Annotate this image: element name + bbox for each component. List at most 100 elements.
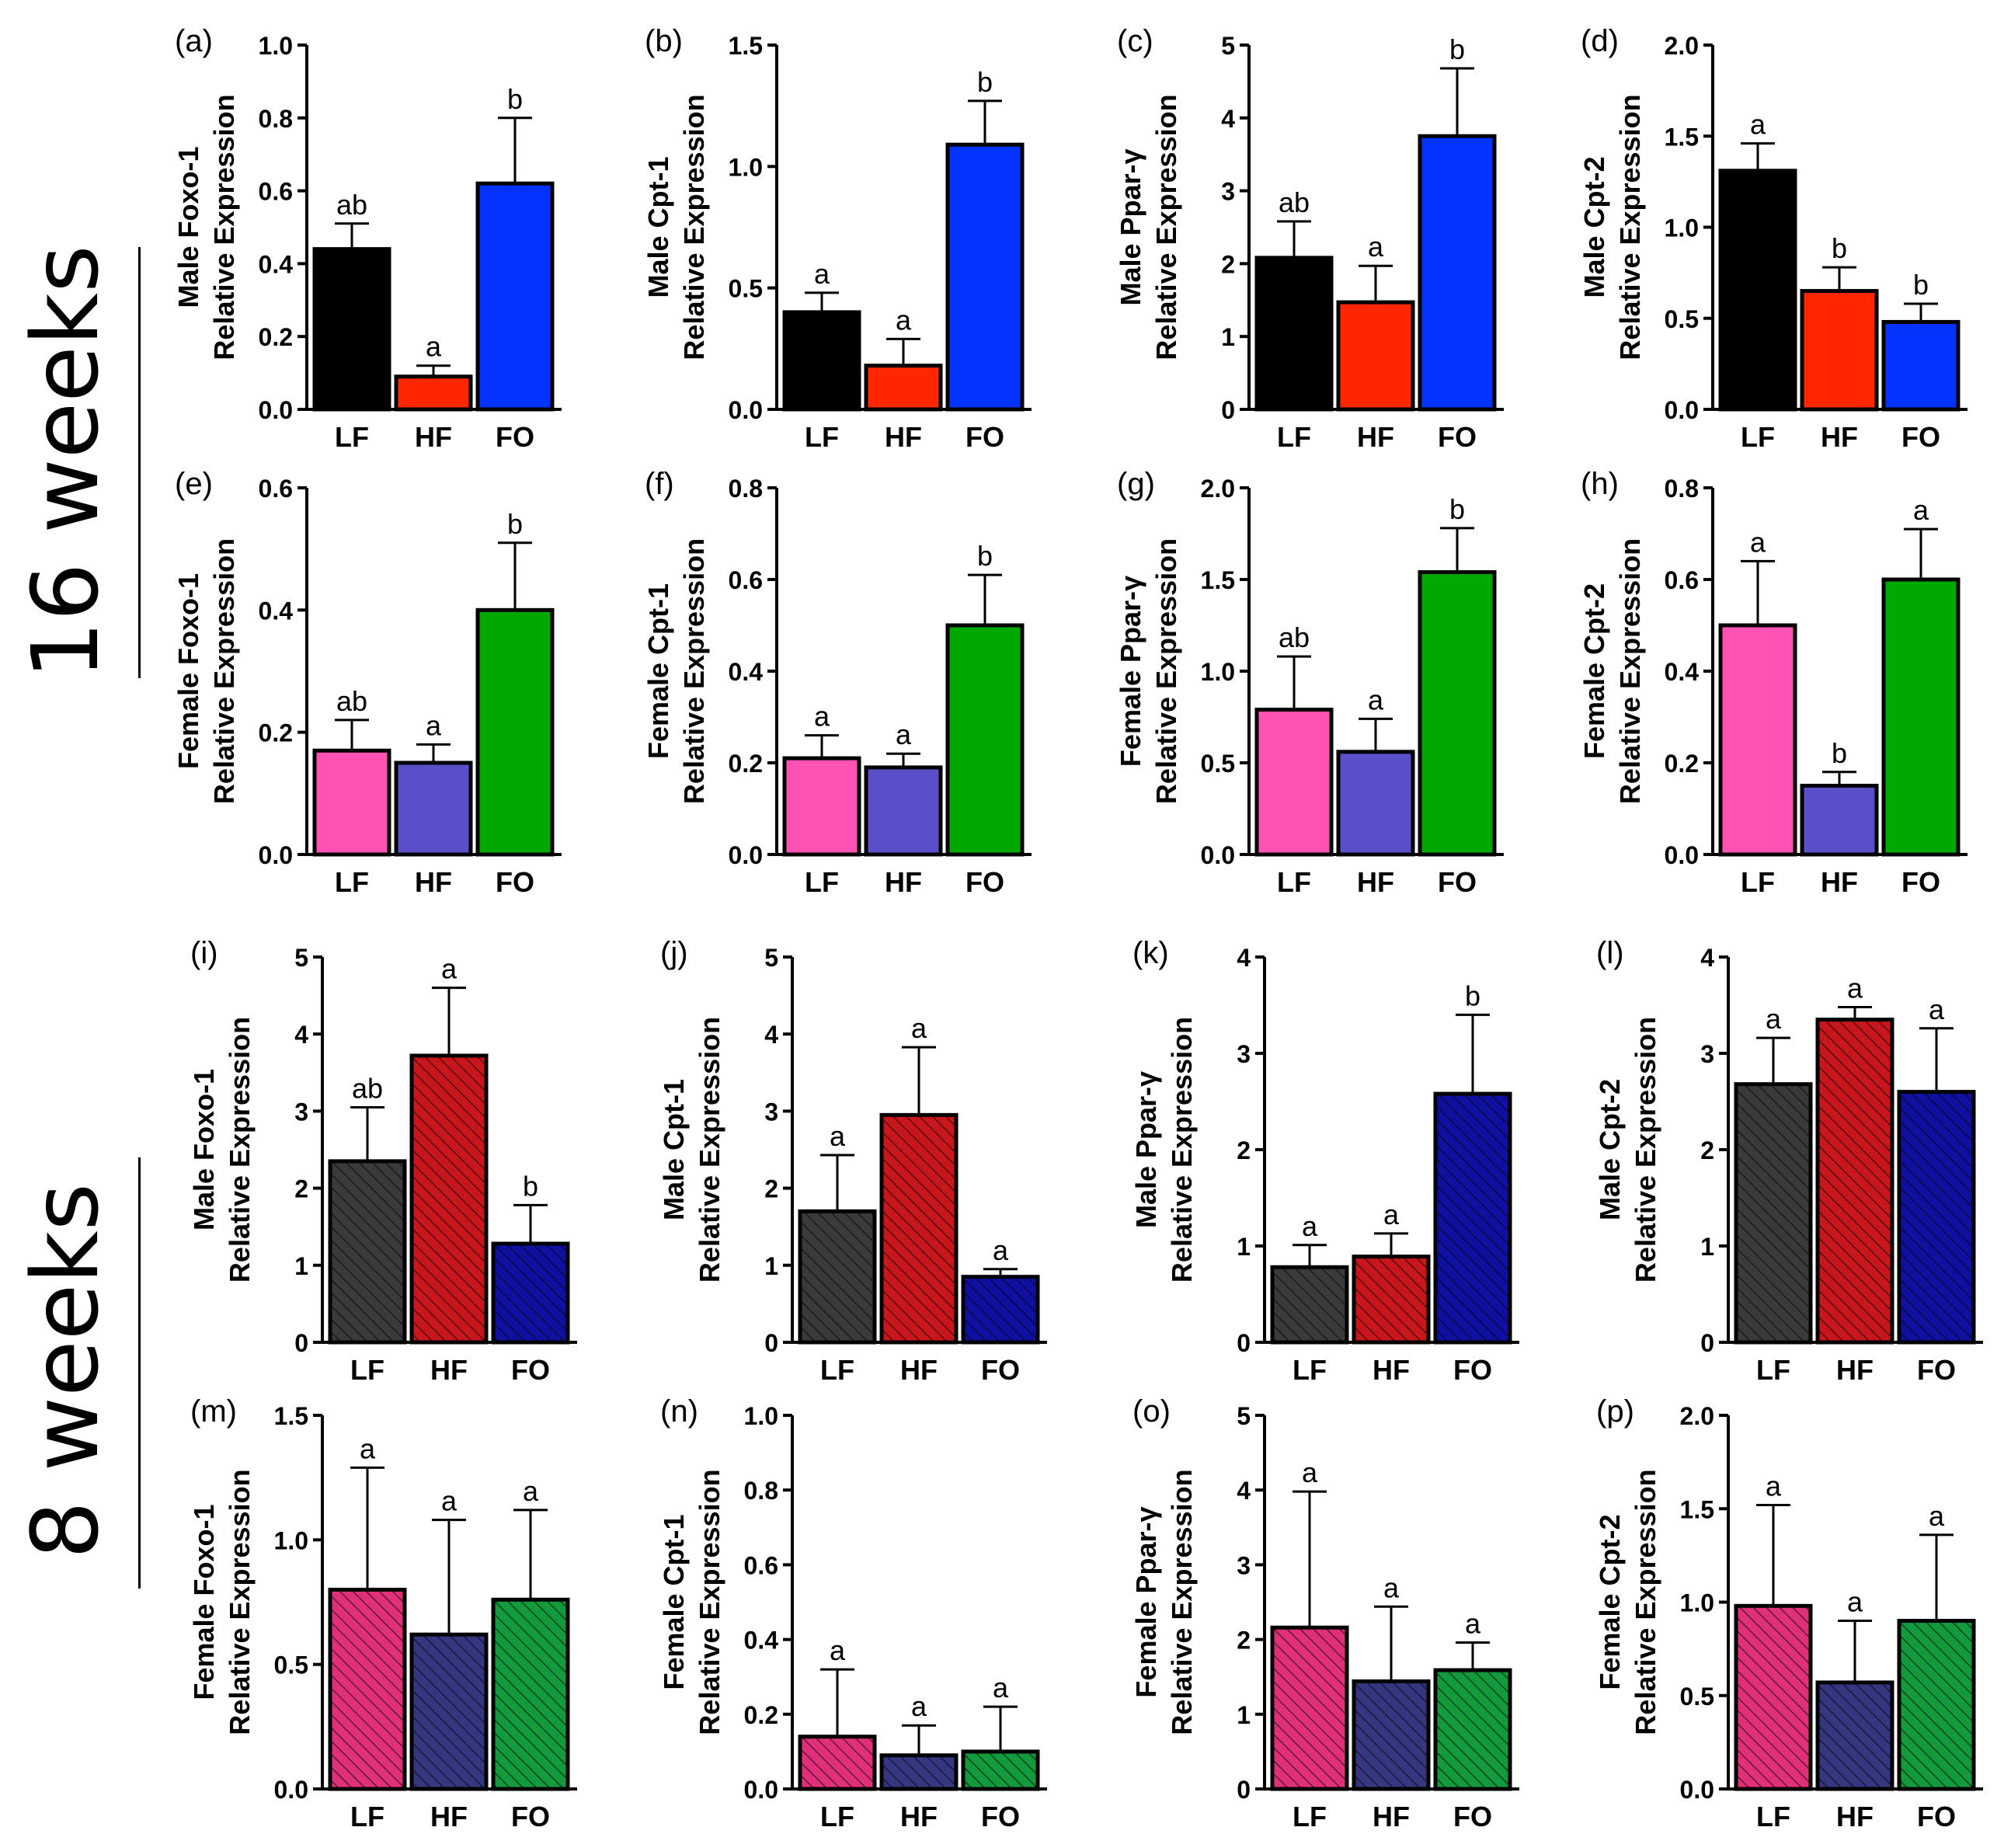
y-tick-label: 0.4 bbox=[259, 597, 294, 625]
panel-i: (i) Male Foxo-1 Relative Expression 0 1 2 3 4 5 a… bbox=[188, 936, 577, 1386]
bar-hf bbox=[864, 364, 943, 412]
y-tick-label: 0.2 bbox=[729, 750, 763, 778]
y-tick-label: 0.8 bbox=[1665, 475, 1699, 503]
significance-letter: ab bbox=[352, 1072, 383, 1104]
x-tick-label: FO bbox=[511, 1354, 550, 1386]
y-tick-label: 1.5 bbox=[1201, 566, 1235, 594]
y-tick-label: 0.4 bbox=[729, 658, 764, 686]
y-axis-label: Male Foxo-1 Relative Expression bbox=[172, 94, 240, 360]
x-tick-label: FO bbox=[1901, 866, 1940, 898]
x-tick-label: HF bbox=[1373, 1801, 1410, 1832]
bar-hf bbox=[864, 765, 943, 857]
significance-letter: ab bbox=[1279, 186, 1310, 218]
y-tick-label: 4 bbox=[1221, 105, 1235, 133]
significance-letter: a bbox=[993, 1234, 1009, 1266]
bar-fo bbox=[1418, 134, 1497, 412]
y-tick-label: 0.0 bbox=[744, 1776, 778, 1804]
y-tick-label: 1.5 bbox=[1665, 123, 1699, 151]
x-tick-label: LF bbox=[1756, 1354, 1790, 1386]
y-tick-label: 2 bbox=[1221, 250, 1235, 278]
bar-fo bbox=[945, 623, 1025, 857]
x-tick-label: HF bbox=[1821, 866, 1858, 898]
significance-letter: a bbox=[1913, 494, 1929, 526]
bar-lf bbox=[1270, 1625, 1349, 1791]
bar-hf bbox=[394, 374, 473, 412]
x-tick-label: HF bbox=[885, 421, 922, 453]
panel-a: (a) Male Foxo-1 Relative Expression 0.0 0.2 0… bbox=[172, 24, 562, 453]
y-tick-label: 1.0 bbox=[274, 1526, 308, 1554]
y-tick-label: 0.0 bbox=[1680, 1776, 1714, 1804]
y-tick-label: 0.0 bbox=[274, 1776, 308, 1804]
significance-letter: a bbox=[911, 1690, 927, 1722]
bar-hf bbox=[1336, 300, 1415, 412]
x-tick-label: LF bbox=[805, 421, 839, 453]
panel-letter: (f) bbox=[645, 467, 674, 501]
y-axis-label-line1: Female Ppar-γ bbox=[1115, 576, 1146, 767]
x-tick-label: FO bbox=[981, 1354, 1020, 1386]
y-tick-label: 0 bbox=[1700, 1329, 1714, 1357]
y-tick-label: 5 bbox=[764, 944, 778, 972]
y-axis-label: Male Cpt-1 Relative Expression bbox=[658, 1017, 725, 1282]
y-tick-label: 0.5 bbox=[1201, 750, 1235, 778]
panel-letter: (d) bbox=[1581, 24, 1619, 58]
y-tick-label: 0.4 bbox=[259, 250, 294, 278]
y-axis-label-line1: Male Ppar-γ bbox=[1130, 1071, 1162, 1228]
divider-16-weeks bbox=[138, 247, 141, 678]
y-tick-label: 4 bbox=[1700, 944, 1714, 972]
y-axis-label-line2: Relative Expression bbox=[1166, 1469, 1198, 1735]
x-tick-label: HF bbox=[1836, 1801, 1874, 1832]
bar-lf bbox=[328, 1159, 407, 1345]
panel-c: (c) Male Ppar-γ Relative Expression 0 1 2 3 4 5 a… bbox=[1115, 24, 1504, 453]
y-tick-label: 2.0 bbox=[1201, 475, 1235, 503]
y-tick-label: 1.0 bbox=[259, 32, 293, 60]
x-tick-label: FO bbox=[496, 866, 534, 898]
y-axis-label-line2: Relative Expression bbox=[208, 94, 240, 360]
y-tick-label: 0.6 bbox=[259, 475, 293, 503]
x-tick-label: LF bbox=[335, 421, 369, 453]
bar-lf bbox=[1734, 1603, 1813, 1791]
significance-letter: a bbox=[1368, 231, 1384, 263]
y-axis-label-line1: Female Cpt-2 bbox=[1578, 583, 1610, 759]
bar-lf bbox=[328, 1587, 407, 1791]
y-tick-label: 3 bbox=[294, 1098, 308, 1126]
y-tick-label: 0.8 bbox=[744, 1477, 778, 1505]
panel-j: (j) Male Cpt-1 Relative Expression 0 1 2 3 4 5 a L… bbox=[658, 936, 1047, 1386]
x-tick-label: LF bbox=[1293, 1354, 1327, 1386]
y-tick-label: 1 bbox=[294, 1252, 308, 1280]
x-tick-label: FO bbox=[496, 421, 534, 453]
significance-letter: a bbox=[830, 1634, 846, 1666]
y-tick-label: 0.8 bbox=[259, 105, 293, 133]
y-tick-label: 1.0 bbox=[1680, 1589, 1714, 1617]
y-axis-label-line1: Male Foxo-1 bbox=[188, 1069, 220, 1230]
y-tick-label: 0.4 bbox=[744, 1627, 779, 1655]
y-tick-label: 0.2 bbox=[259, 719, 293, 747]
panel-f: (f) Female Cpt-1 Relative Expression 0.0 0.2… bbox=[642, 467, 1032, 898]
y-axis-label: Male Ppar-γ Relative Expression bbox=[1130, 1017, 1198, 1282]
x-tick-label: LF bbox=[820, 1801, 854, 1832]
bar-fo bbox=[1881, 577, 1961, 857]
y-tick-label: 3 bbox=[1221, 178, 1235, 206]
panel-m: (m) Female Foxo-1 Relative Expression 0.0 0.… bbox=[188, 1394, 577, 1832]
y-axis-label-line1: Female Foxo-1 bbox=[172, 573, 204, 769]
significance-letter: a bbox=[1847, 1586, 1863, 1618]
y-axis-label: Female Cpt-1 Relative Expression bbox=[658, 1469, 725, 1735]
x-tick-label: FO bbox=[1917, 1801, 1956, 1832]
x-tick-label: LF bbox=[805, 866, 839, 898]
y-tick-label: 0.0 bbox=[259, 841, 293, 869]
bar-fo bbox=[1418, 570, 1497, 857]
x-tick-label: LF bbox=[335, 866, 369, 898]
significance-letter: a bbox=[426, 331, 442, 363]
x-tick-label: LF bbox=[1741, 866, 1775, 898]
x-tick-label: LF bbox=[1277, 421, 1311, 453]
x-tick-label: FO bbox=[1438, 866, 1477, 898]
panel-d: (d) Male Cpt-2 Relative Expression 0.0 0.5 1.… bbox=[1578, 24, 1968, 453]
y-tick-label: 0.6 bbox=[729, 566, 763, 594]
panel-p: (p) Female Cpt-2 Relative Expression 0.0 0.5… bbox=[1594, 1394, 1983, 1832]
panel-e: (e) Female Foxo-1 Relative Expression 0.0 0.… bbox=[172, 467, 562, 898]
y-axis-label: Male Ppar-γ Relative Expression bbox=[1115, 94, 1182, 360]
x-tick-label: HF bbox=[900, 1354, 938, 1386]
y-axis-label-line1: Male Cpt-2 bbox=[1578, 156, 1610, 298]
x-tick-label: LF bbox=[1741, 421, 1775, 453]
bar-hf bbox=[1800, 784, 1879, 857]
y-axis-label: Female Ppar-γ Relative Expression bbox=[1130, 1469, 1198, 1735]
